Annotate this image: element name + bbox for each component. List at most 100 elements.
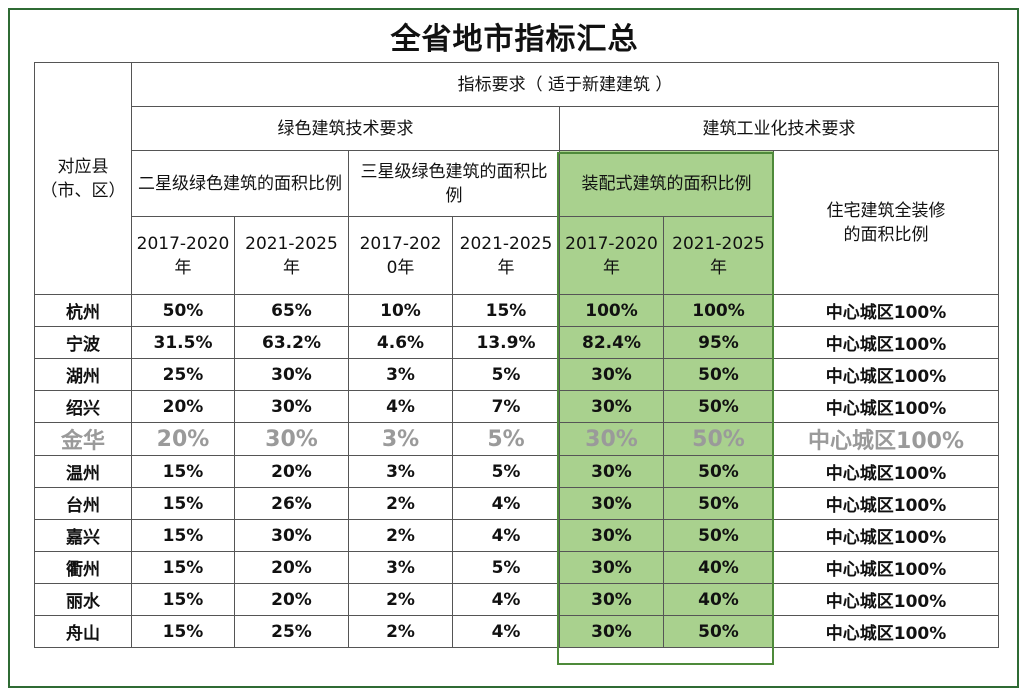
city-cell: 衢州 bbox=[34, 551, 132, 584]
city-cell: 湖州 bbox=[34, 358, 132, 391]
prefab-2021-cell: 100% bbox=[663, 294, 774, 327]
city-cell: 宁波 bbox=[34, 326, 132, 359]
three-star-2021-cell: 5% bbox=[452, 551, 560, 584]
prefab-2021-cell: 50% bbox=[663, 519, 774, 552]
three-star-2017-cell: 2% bbox=[348, 487, 453, 520]
two-star-2021-cell: 63.2% bbox=[234, 326, 349, 359]
three-star-2021-cell: 4% bbox=[452, 519, 560, 552]
prefab-2017-cell: 30% bbox=[559, 487, 664, 520]
three-star-2021-cell: 4% bbox=[452, 615, 560, 648]
three-star-2017-cell: 3% bbox=[348, 358, 453, 391]
city-cell: 嘉兴 bbox=[34, 519, 132, 552]
three-star-2017-cell: 2% bbox=[348, 615, 453, 648]
prefab-2017-cell: 30% bbox=[559, 390, 664, 423]
prefab-2017-cell: 30% bbox=[559, 583, 664, 616]
indicator-table: 对应县 （市、区） 指标要求（ 适于新建建筑 ） 绿色建筑技术要求 建筑工业化技… bbox=[34, 62, 1000, 648]
three-star-2017-cell: 2% bbox=[348, 519, 453, 552]
two-star-2021-cell: 20% bbox=[234, 583, 349, 616]
full-decoration-cell: 中心城区100% bbox=[772, 390, 1000, 423]
table-row: 台州 15% 26% 2% 4% 30% 50% 中心城区100% bbox=[34, 487, 1000, 520]
prefab-2017-cell: 30% bbox=[559, 519, 664, 552]
city-cell: 杭州 bbox=[34, 294, 132, 327]
two-star-2017-cell: 15% bbox=[131, 615, 235, 648]
three-star-2017-cell: 4% bbox=[348, 390, 453, 423]
three-star-2021-cell: 5% bbox=[452, 455, 560, 488]
full-decoration-cell: 中心城区100% bbox=[772, 455, 1000, 488]
two-star-2017-cell: 25% bbox=[131, 358, 235, 391]
prefab-2021-cell: 50% bbox=[663, 615, 774, 648]
full-decoration-cell: 中心城区100% bbox=[772, 615, 1000, 648]
table-row: 宁波 31.5% 63.2% 4.6% 13.9% 82.4% 95% 中心城区100% bbox=[34, 326, 1000, 359]
requirements-header: 指标要求（ 适于新建建筑 ） bbox=[130, 62, 1000, 107]
prefab-2017-cell: 82.4% bbox=[559, 326, 664, 359]
three-star-2021-cell: 4% bbox=[452, 583, 560, 616]
prefab-header: 装配式建筑的面积比例 bbox=[559, 150, 774, 217]
two-star-2021-cell: 30% bbox=[234, 422, 349, 456]
prefab-2021-cell: 50% bbox=[663, 455, 774, 488]
three-star-header: 三星级绿色建筑的面积比例 bbox=[348, 150, 560, 217]
three-star-2021-cell: 7% bbox=[452, 390, 560, 423]
two-star-2021-cell: 30% bbox=[234, 390, 349, 423]
three-star-2017-cell: 3% bbox=[348, 455, 453, 488]
two-star-2021-cell: 26% bbox=[234, 487, 349, 520]
full-decoration-cell: 中心城区100% bbox=[772, 422, 1000, 456]
table-row: 丽水 15% 20% 2% 4% 30% 40% 中心城区100% bbox=[34, 583, 1000, 616]
two-star-2017-cell: 50% bbox=[131, 294, 235, 327]
full-decoration-header: 住宅建筑全装修 的面积比例 bbox=[772, 150, 1000, 295]
full-decoration-cell: 中心城区100% bbox=[772, 358, 1000, 391]
period-header: 2021-2025 年 bbox=[452, 216, 560, 295]
two-star-2021-cell: 20% bbox=[234, 455, 349, 488]
two-star-2017-cell: 20% bbox=[131, 422, 235, 456]
two-star-2017-cell: 15% bbox=[131, 551, 235, 584]
prefab-2017-cell: 30% bbox=[559, 615, 664, 648]
prefab-2017-cell: 30% bbox=[559, 551, 664, 584]
period-header: 2017-202 0年 bbox=[348, 216, 453, 295]
city-cell: 绍兴 bbox=[34, 390, 132, 423]
two-star-2021-cell: 20% bbox=[234, 551, 349, 584]
two-star-2017-cell: 15% bbox=[131, 487, 235, 520]
industrialization-header: 建筑工业化技术要求 bbox=[558, 106, 1000, 151]
two-star-2017-cell: 31.5% bbox=[131, 326, 235, 359]
two-star-header: 二星级绿色建筑的面积比例 bbox=[131, 150, 349, 217]
prefab-2017-cell: 30% bbox=[559, 358, 664, 391]
two-star-2021-cell: 25% bbox=[234, 615, 349, 648]
full-decoration-cell: 中心城区100% bbox=[772, 519, 1000, 552]
two-star-2021-cell: 65% bbox=[234, 294, 349, 327]
prefab-2021-cell: 50% bbox=[663, 422, 774, 456]
three-star-2017-cell: 10% bbox=[348, 294, 453, 327]
table-row: 嘉兴 15% 30% 2% 4% 30% 50% 中心城区100% bbox=[34, 519, 1000, 552]
page-title: 全省地市指标汇总 bbox=[390, 22, 639, 57]
county-header: 对应县 （市、区） bbox=[34, 62, 132, 295]
prefab-2017-cell: 100% bbox=[559, 294, 664, 327]
full-decoration-cell: 中心城区100% bbox=[772, 487, 1000, 520]
three-star-2021-cell: 4% bbox=[452, 487, 560, 520]
city-cell: 台州 bbox=[34, 487, 132, 520]
table-row: 金华 20% 30% 3% 5% 30% 50% 中心城区100% bbox=[34, 422, 1000, 456]
two-star-2017-cell: 15% bbox=[131, 583, 235, 616]
table-row: 温州 15% 20% 3% 5% 30% 50% 中心城区100% bbox=[34, 455, 1000, 488]
two-star-2021-cell: 30% bbox=[234, 519, 349, 552]
two-star-2021-cell: 30% bbox=[234, 358, 349, 391]
full-decoration-cell: 中心城区100% bbox=[772, 294, 1000, 327]
two-star-2017-cell: 15% bbox=[131, 455, 235, 488]
period-header: 2017-2020 年 bbox=[131, 216, 235, 295]
green-building-header: 绿色建筑技术要求 bbox=[131, 106, 560, 151]
prefab-2021-cell: 50% bbox=[663, 358, 774, 391]
three-star-2017-cell: 3% bbox=[348, 422, 453, 456]
prefab-2021-cell: 40% bbox=[663, 583, 774, 616]
table-row: 杭州 50% 65% 10% 15% 100% 100% 中心城区100% bbox=[34, 294, 1000, 327]
city-cell: 舟山 bbox=[34, 615, 132, 648]
prefab-2021-cell: 50% bbox=[663, 487, 774, 520]
three-star-2021-cell: 5% bbox=[452, 422, 560, 456]
three-star-2021-cell: 15% bbox=[452, 294, 560, 327]
prefab-2021-cell: 40% bbox=[663, 551, 774, 584]
city-cell: 丽水 bbox=[34, 583, 132, 616]
table-row: 衢州 15% 20% 3% 5% 30% 40% 中心城区100% bbox=[34, 551, 1000, 584]
full-decoration-cell: 中心城区100% bbox=[772, 326, 1000, 359]
period-header: 2021-2025 年 bbox=[663, 216, 774, 295]
period-header: 2017-2020 年 bbox=[559, 216, 664, 295]
two-star-2017-cell: 20% bbox=[131, 390, 235, 423]
full-decoration-cell: 中心城区100% bbox=[772, 551, 1000, 584]
prefab-2021-cell: 50% bbox=[663, 390, 774, 423]
two-star-2017-cell: 15% bbox=[131, 519, 235, 552]
